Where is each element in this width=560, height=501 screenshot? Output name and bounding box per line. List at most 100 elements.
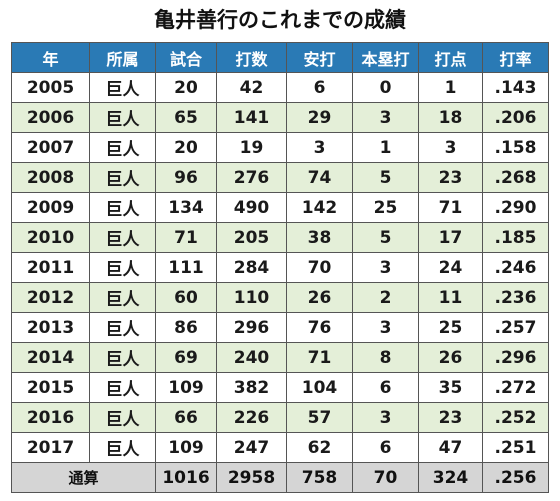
table-row: 2013 巨人 86 296 76 3 25.257 xyxy=(11,312,549,343)
table-cell: 3 xyxy=(352,252,419,283)
table-cell: 23 xyxy=(418,402,483,433)
table-cell: 35 xyxy=(418,372,483,403)
column-header: 打数 xyxy=(216,42,287,73)
table-cell: 6 xyxy=(352,372,419,403)
table-cell: 3 xyxy=(352,402,419,433)
table-cell: 3 xyxy=(352,102,419,133)
table-cell: 71 xyxy=(155,222,217,253)
table-cell: 2010 xyxy=(11,222,90,253)
table-row: 2014 巨人 69 240 71 8 26.296 xyxy=(11,342,549,373)
table-cell: 109 xyxy=(155,372,217,403)
table-cell: 96 xyxy=(155,162,217,193)
table-cell: 284 xyxy=(216,252,287,283)
table-row: 2017 巨人 109 247 62 6 47.251 xyxy=(11,432,549,463)
table-cell: 3 xyxy=(286,132,353,163)
total-cell: 324 xyxy=(418,462,483,493)
table-cell: 8 xyxy=(352,342,419,373)
table-cell: 6 xyxy=(352,432,419,463)
table-cell: 62 xyxy=(286,432,353,463)
table-cell: 2017 xyxy=(11,432,90,463)
table-cell: 111 xyxy=(155,252,217,283)
table-cell: 71 xyxy=(418,192,483,223)
table-cell: 巨人 xyxy=(89,312,156,343)
total-cell: 1016 xyxy=(155,462,217,493)
table-cell: 巨人 xyxy=(89,252,156,283)
table-cell: 240 xyxy=(216,342,287,373)
table-cell: 2009 xyxy=(11,192,90,223)
table-cell: 3 xyxy=(418,132,483,163)
stats-table: 年所属 試合 打数 安打 本塁打 打点 打率 2005 巨人 20 42 6 0 1.143 2006 巨人… xyxy=(11,42,549,493)
table-row: 2009 巨人 134 490 142 25 71.290 xyxy=(11,192,549,223)
column-header: 打率 xyxy=(482,42,549,73)
table-cell: 2015 xyxy=(11,372,90,403)
table-cell: 巨人 xyxy=(89,102,156,133)
table-cell: .296 xyxy=(482,342,549,373)
table-body: 2005 巨人 20 42 6 0 1.143 2006 巨人 65 141 29 3 18.206 200… xyxy=(11,72,549,463)
table-cell: 1 xyxy=(418,72,483,103)
total-row: 通算 1016 2958 758 70 324.256 xyxy=(11,462,549,493)
table-cell: 5 xyxy=(352,222,419,253)
total-cell: .256 xyxy=(482,462,549,493)
table-cell: 276 xyxy=(216,162,287,193)
table-cell: 2013 xyxy=(11,312,90,343)
table-cell: 86 xyxy=(155,312,217,343)
table-cell: 71 xyxy=(286,342,353,373)
table-cell: 205 xyxy=(216,222,287,253)
table-cell: 134 xyxy=(155,192,217,223)
table-cell: 巨人 xyxy=(89,372,156,403)
table-cell: .206 xyxy=(482,102,549,133)
table-cell: 23 xyxy=(418,162,483,193)
table-cell: 巨人 xyxy=(89,432,156,463)
total-cell: 758 xyxy=(286,462,353,493)
total-label: 通算 xyxy=(11,462,156,493)
table-cell: 巨人 xyxy=(89,72,156,103)
table-row: 2016 巨人 66 226 57 3 23.252 xyxy=(11,402,549,433)
table-row: 2010 巨人 71 205 38 5 17.185 xyxy=(11,222,549,253)
table-cell: 104 xyxy=(286,372,353,403)
column-header: 年 xyxy=(11,42,90,73)
table-cell: 11 xyxy=(418,282,483,313)
table-cell: 109 xyxy=(155,432,217,463)
column-header: 本塁打 xyxy=(352,42,419,73)
table-cell: 247 xyxy=(216,432,287,463)
column-header: 所属 xyxy=(89,42,156,73)
table-cell: .268 xyxy=(482,162,549,193)
table-cell: 57 xyxy=(286,402,353,433)
table-cell: 5 xyxy=(352,162,419,193)
table-cell: .185 xyxy=(482,222,549,253)
table-cell: .252 xyxy=(482,402,549,433)
table-cell: 66 xyxy=(155,402,217,433)
table-cell: 6 xyxy=(286,72,353,103)
table-cell: 2012 xyxy=(11,282,90,313)
table-cell: 2016 xyxy=(11,402,90,433)
header-row: 年所属 試合 打数 安打 本塁打 打点 打率 xyxy=(11,42,549,73)
table-cell: 74 xyxy=(286,162,353,193)
table-cell: 巨人 xyxy=(89,342,156,373)
table-cell: 18 xyxy=(418,102,483,133)
table-cell: .290 xyxy=(482,192,549,223)
table-cell: 巨人 xyxy=(89,192,156,223)
total-cell: 2958 xyxy=(216,462,287,493)
table-cell: 1 xyxy=(352,132,419,163)
table-cell: 24 xyxy=(418,252,483,283)
table-cell: 65 xyxy=(155,102,217,133)
table-cell: 29 xyxy=(286,102,353,133)
table-row: 2008 巨人 96 276 74 5 23.268 xyxy=(11,162,549,193)
table-cell: .158 xyxy=(482,132,549,163)
column-header: 打点 xyxy=(418,42,483,73)
table-cell: 490 xyxy=(216,192,287,223)
table-cell: 20 xyxy=(155,132,217,163)
table-row: 2015 巨人 109 382 104 6 35.272 xyxy=(11,372,549,403)
table-row: 2005 巨人 20 42 6 0 1.143 xyxy=(11,72,549,103)
table-cell: 2005 xyxy=(11,72,90,103)
table-cell: 17 xyxy=(418,222,483,253)
table-header: 年所属 試合 打数 安打 本塁打 打点 打率 xyxy=(11,42,549,73)
table-cell: 38 xyxy=(286,222,353,253)
table-cell: 巨人 xyxy=(89,132,156,163)
table-cell: 26 xyxy=(418,342,483,373)
table-cell: 142 xyxy=(286,192,353,223)
table-title: 亀井善行のこれまでの成績 xyxy=(154,8,406,32)
table-cell: 19 xyxy=(216,132,287,163)
table-row: 2011 巨人 111 284 70 3 24.246 xyxy=(11,252,549,283)
table-cell: 47 xyxy=(418,432,483,463)
